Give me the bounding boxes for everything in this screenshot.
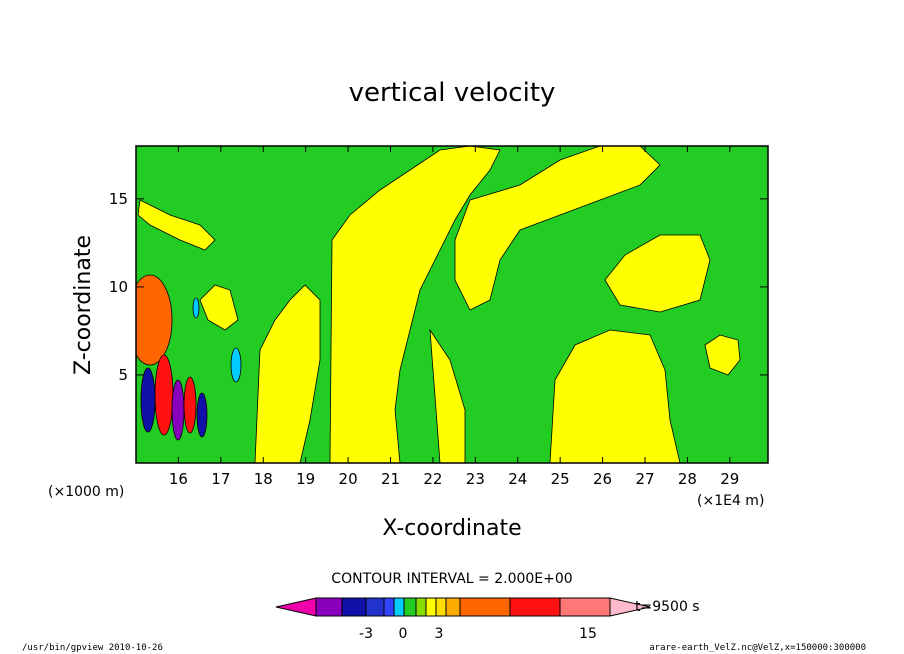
colorbar-overflow — [609, 597, 651, 617]
x-tick-label: 27 — [635, 470, 654, 488]
region-near-left — [199, 284, 239, 331]
x-tick-label: 24 — [508, 470, 527, 488]
colorbar-segment — [445, 597, 461, 617]
x-tick-label: 16 — [169, 470, 188, 488]
plot-area — [136, 146, 768, 463]
y-ticks: 5 10 15 — [109, 190, 768, 384]
y-tick-label: 5 — [118, 366, 128, 384]
core-blue-2 — [196, 392, 208, 438]
x-tick-label: 22 — [423, 470, 442, 488]
colorbar-segment — [459, 597, 511, 617]
core-red — [154, 354, 174, 436]
region-upper-right — [454, 146, 661, 311]
colorbar-segment — [383, 597, 395, 617]
region-lower-right — [549, 329, 681, 463]
x-tick-label: 28 — [678, 470, 697, 488]
x-scale-label: (×1E4 m) — [697, 493, 764, 509]
x-tick-label: 23 — [466, 470, 485, 488]
time-label: t=9500 s — [635, 599, 700, 615]
core-cells — [136, 274, 242, 441]
colorbar-segment — [315, 597, 343, 617]
colorbar-segment — [425, 597, 437, 617]
x-unit-label: (×1000 m) — [48, 484, 124, 500]
footer-right: arare-earth_VelZ.nc@VelZ,x=150000:300000 — [649, 643, 866, 653]
colorbar-segment — [435, 597, 447, 617]
x-tick-label: 17 — [211, 470, 230, 488]
colorbar-segment — [365, 597, 385, 617]
core-cyan — [230, 347, 242, 383]
y-tick-label: 10 — [109, 278, 128, 296]
colorbar-labels: -3 0 3 15 — [359, 626, 597, 642]
core-orange — [136, 274, 173, 366]
x-tick-label: 25 — [551, 470, 570, 488]
colorbar-tick-label: -3 — [359, 626, 373, 642]
colorbar-tick-label: 15 — [579, 626, 597, 642]
footer-left: /usr/bin/gpview 2010-10-26 — [22, 643, 163, 653]
x-tick-label: 29 — [720, 470, 739, 488]
plot-frame — [135, 145, 769, 464]
region-center-band — [329, 146, 501, 463]
core-red-2 — [183, 376, 197, 434]
x-tick-label: 20 — [339, 470, 358, 488]
colorbar-tick-label: 3 — [435, 626, 444, 642]
colorbar-tick-label: 0 — [399, 626, 408, 642]
colorbar — [275, 597, 651, 617]
colorbar-underflow — [275, 597, 317, 617]
region-left-column — [254, 284, 321, 463]
colorbar-segment — [393, 597, 405, 617]
x-axis-label: X-coordinate — [382, 516, 521, 541]
region-upper-left — [137, 199, 216, 251]
core-purple — [171, 379, 185, 441]
colorbar-segment — [403, 597, 417, 617]
x-tick-label: 18 — [254, 470, 273, 488]
colorbar-segment — [559, 597, 611, 617]
core-blue-1 — [140, 367, 156, 433]
colorbar-segment — [341, 597, 367, 617]
x-ticks: 16 17 18 19 20 21 22 23 24 25 26 27 28 29 — [169, 146, 739, 488]
positive-regions — [137, 146, 741, 463]
contour-interval-label: CONTOUR INTERVAL = 2.000E+00 — [331, 571, 572, 587]
region-right-blob — [604, 234, 711, 313]
colorbar-segment — [509, 597, 561, 617]
colorbar-segment — [415, 597, 427, 617]
chart-title: vertical velocity — [349, 78, 556, 108]
x-tick-label: 26 — [593, 470, 612, 488]
x-tick-label: 21 — [381, 470, 400, 488]
x-tick-label: 19 — [296, 470, 315, 488]
region-lower-middle — [429, 328, 466, 463]
core-cyan-2 — [192, 297, 200, 319]
y-axis-label: Z-coordinate — [71, 235, 96, 375]
region-small-right — [704, 334, 741, 376]
y-tick-label: 15 — [109, 190, 128, 208]
